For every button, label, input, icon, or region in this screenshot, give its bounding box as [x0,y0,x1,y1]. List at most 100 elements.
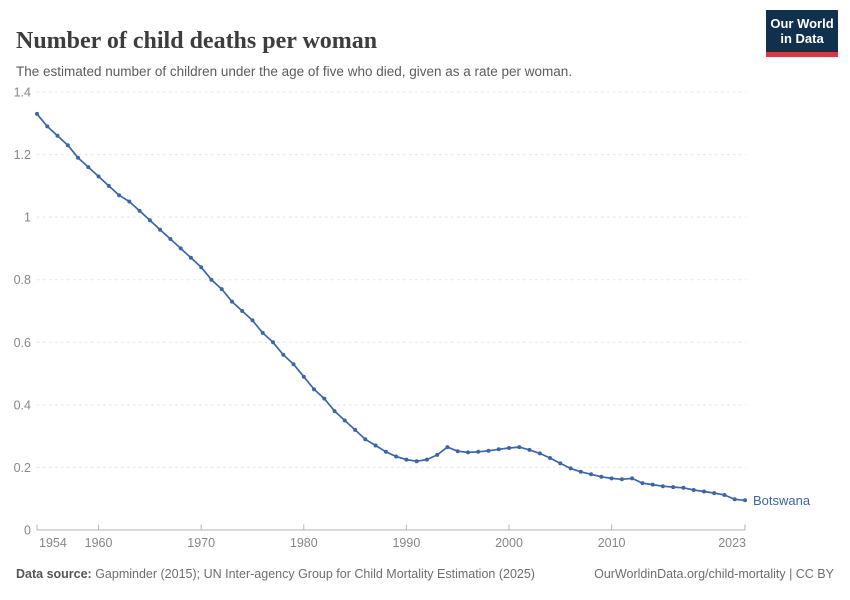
x-tick-label: 1960 [85,536,113,550]
data-point-marker[interactable] [691,488,696,492]
data-point-marker[interactable] [650,482,655,487]
data-point-marker[interactable] [599,474,604,479]
owid-logo[interactable]: Our World in Data [766,10,838,57]
data-point-marker[interactable] [158,227,163,232]
data-point-marker[interactable] [712,491,717,496]
owid-logo-line2: in Data [780,31,824,47]
data-point-marker[interactable] [537,451,542,456]
data-point-marker[interactable] [702,489,706,494]
data-point-marker[interactable] [722,493,727,497]
data-source-text: Data source: Gapminder (2015); UN Inter-… [16,567,535,581]
y-tick-label: 1 [24,211,31,225]
data-point-marker[interactable] [527,447,532,452]
data-point-marker[interactable] [137,208,142,213]
footer-link[interactable]: OurWorldinData.org/child-mortality | CC … [594,567,834,581]
data-point-marker[interactable] [230,299,234,304]
x-tick-label: 1970 [187,536,215,550]
data-point-marker[interactable] [168,237,173,241]
data-point-marker[interactable] [188,255,193,260]
y-tick-label: 0 [24,524,31,538]
data-point-marker[interactable] [589,472,594,477]
data-point-marker[interactable] [619,477,624,482]
data-point-marker[interactable] [435,452,440,457]
data-point-marker[interactable] [86,165,91,170]
y-tick-label: 0.8 [14,273,31,287]
data-point-marker[interactable] [45,124,50,129]
data-point-marker[interactable] [609,476,614,481]
data-point-marker[interactable] [291,362,296,367]
data-point-marker[interactable] [383,449,388,454]
owid-logo-line1: Our World [770,16,834,31]
data-point-marker[interactable] [219,287,224,292]
data-point-marker[interactable] [466,450,470,455]
x-axis: 1954 1960 1970 1980 1990 2000 2010 2023 [36,524,746,550]
data-point-marker[interactable] [65,143,70,148]
data-point-marker[interactable] [373,443,378,448]
data-point-marker[interactable] [660,484,665,489]
data-point-marker[interactable] [353,427,358,432]
y-tick-label: 1.2 [14,148,31,162]
data-point-marker[interactable] [147,218,152,223]
data-point-marker[interactable] [342,418,347,423]
x-tick-label: 2000 [495,536,523,550]
data-point-marker[interactable] [548,456,552,460]
page-footer: Data source: Gapminder (2015); UN Inter-… [16,567,834,581]
x-tick-label: 1980 [290,536,318,550]
data-point-marker[interactable] [127,199,132,204]
x-tick-label: 1990 [392,536,420,550]
data-point-marker[interactable] [640,481,645,486]
data-point-marker[interactable] [445,445,450,450]
y-tick-label: 1.4 [14,86,31,100]
data-point-marker[interactable] [743,498,747,503]
x-tick-label: 2010 [598,536,626,550]
data-point-marker[interactable] [414,459,419,464]
data-point-marker[interactable] [96,174,101,179]
data-point-marker[interactable] [209,277,214,282]
data-point-marker[interactable] [322,396,327,401]
page-title: Number of child deaths per woman [16,28,378,55]
page-subtitle: The estimated number of children under t… [16,63,573,79]
data-point-marker[interactable] [312,387,316,392]
x-tick-label: 2023 [718,536,746,550]
data-point-marker[interactable] [35,111,39,116]
data-point-marker[interactable] [332,409,337,414]
data-point-marker[interactable] [404,457,409,462]
data-point-marker[interactable] [496,447,501,452]
data-source-label: Data source: [16,567,92,581]
data-point-marker[interactable] [281,352,286,357]
data-point-marker[interactable] [271,340,275,345]
data-point-marker[interactable] [732,497,737,502]
data-point-marker[interactable] [117,193,122,198]
data-point-marker[interactable] [240,309,245,313]
data-point-marker[interactable] [486,448,491,453]
data-point-marker[interactable] [681,485,686,490]
data-point-marker[interactable] [558,461,563,466]
series-label-botswana[interactable]: Botswana [753,493,811,508]
data-point-marker[interactable] [178,246,183,251]
data-point-marker[interactable] [260,330,265,335]
data-point-marker[interactable] [568,466,573,471]
data-point-marker[interactable] [578,469,583,474]
line-chart-canvas[interactable]: 0 0.2 0.4 0.6 0.8 1 1.2 1.4 1954 1960 1970 1980 1990… [0,0,850,560]
data-point-marker[interactable] [301,374,306,379]
data-point-marker[interactable] [507,446,511,450]
data-point-marker[interactable] [394,454,399,459]
y-tick-label: 0.4 [14,398,31,412]
data-point-marker[interactable] [517,445,522,450]
data-point-marker[interactable] [76,155,80,160]
data-point-marker[interactable] [199,265,204,270]
data-point-marker[interactable] [630,476,635,481]
data-point-marker[interactable] [106,183,111,188]
data-point-marker[interactable] [476,449,481,454]
data-point-marker[interactable] [55,133,60,138]
data-point-marker[interactable] [671,485,676,490]
y-tick-label: 0.2 [14,461,31,475]
data-point-marker[interactable] [363,437,368,442]
gridlines: 0 0.2 0.4 0.6 0.8 1 1.2 1.4 [14,86,746,538]
y-tick-label: 0.6 [14,336,31,350]
series-line[interactable] [36,113,746,502]
data-point-marker[interactable] [250,318,255,323]
data-point-marker[interactable] [455,449,460,454]
data-point-marker[interactable] [424,457,429,462]
